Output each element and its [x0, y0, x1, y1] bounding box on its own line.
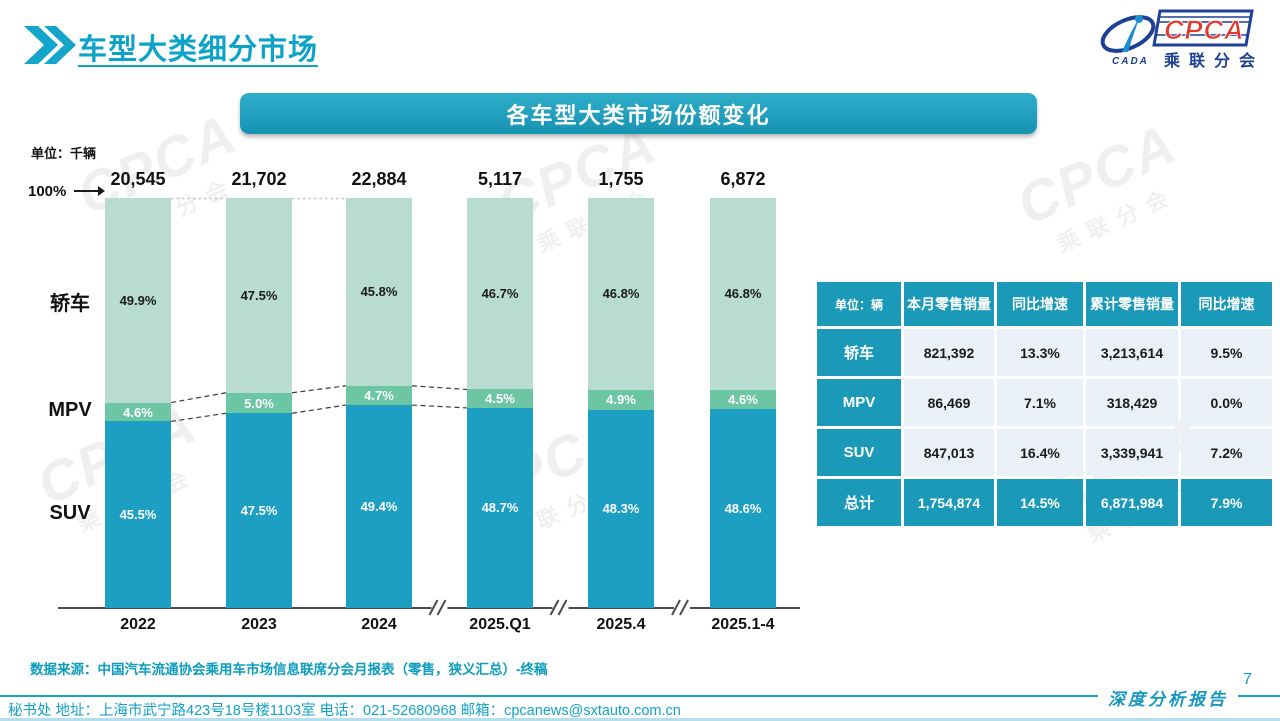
bar-segment-sedan: 45.8% [346, 198, 412, 386]
table-row-sedan-label: 轿车 [817, 329, 901, 376]
bar-segment-suv: 45.5% [105, 421, 171, 608]
table-header-cumulative-sales: 累计零售销量 [1086, 282, 1178, 326]
table-cell: 821,392 [904, 329, 994, 376]
axis-100pct-label: 100% [28, 183, 67, 200]
segment-pct-label-suv: 45.5% [119, 507, 157, 523]
table-header-unit: 单位：辆 [817, 282, 901, 326]
bar-segment-mpv: 4.6% [710, 389, 776, 409]
bar-segment-sedan: 49.9% [105, 198, 171, 403]
table-row-suv-label: SUV [817, 429, 901, 476]
segment-pct-label-mpv: 5.0% [244, 395, 274, 411]
svg-text:乘联分会: 乘联分会 [1163, 51, 1258, 70]
footer-bottom-line [0, 718, 1280, 721]
table-cell: 3,339,941 [1086, 429, 1178, 476]
secretariat-contact: 秘书处 地址：上海市武宁路423号18号楼1103室 电话：021-526809… [8, 703, 681, 719]
segment-pct-label-sedan: 49.9% [119, 292, 157, 308]
segment-pct-label-mpv: 4.7% [364, 387, 394, 403]
table-header-monthly-sales: 本月零售销量 [904, 282, 994, 326]
x-axis-category-label: 2022 [120, 616, 156, 633]
segment-pct-label-suv: 49.4% [360, 499, 398, 515]
x-axis-category-label: 2025.4 [596, 616, 646, 633]
x-axis-category-label: 2023 [241, 616, 277, 633]
table-cell: 318,429 [1086, 379, 1178, 426]
banner-title: 各车型大类市场份额变化 [506, 102, 771, 128]
bar-segment-suv: 49.4% [346, 405, 412, 608]
bar-total-label: 1,755 [598, 169, 644, 189]
segment-pct-label-suv: 48.7% [481, 500, 519, 516]
table-row-total-label: 总计 [817, 479, 901, 526]
data-source-note: 数据来源：中国汽车流通协会乘用车市场信息联席分会月报表（零售，狭义汇总）-终稿 [30, 662, 548, 677]
table-cell: 3,213,614 [1086, 329, 1178, 376]
table-cell: 86,469 [904, 379, 994, 426]
table-cell: 847,013 [904, 429, 994, 476]
segment-pct-label-mpv: 4.6% [123, 404, 153, 420]
table-header-yoy: 同比增速 [997, 282, 1083, 326]
bar-total-label: 6,872 [720, 169, 766, 189]
x-axis-category-label: 2025.1-4 [711, 616, 775, 633]
bar-total-label: 22,884 [351, 169, 407, 189]
segment-pct-label-suv: 47.5% [240, 503, 278, 519]
segment-pct-label-mpv: 4.6% [728, 391, 758, 407]
x-axis-category-label: 2024 [361, 616, 397, 633]
table-cell: 16.4% [997, 429, 1083, 476]
table-cell: 1,754,874 [904, 479, 994, 526]
segment-pct-label-sedan: 46.7% [481, 286, 519, 302]
retail-sales-table: 单位：辆 本月零售销量 同比增速 累计零售销量 同比增速 轿车 821,392 … [817, 282, 1272, 526]
series-label-mpv: MPV [48, 399, 92, 422]
bar-segment-suv: 48.3% [588, 409, 654, 608]
table-cell: 7.9% [1181, 479, 1272, 526]
table-cell: 6,871,984 [1086, 479, 1178, 526]
bar-total-label: 21,702 [231, 169, 287, 189]
bar-segment-suv: 48.6% [710, 408, 776, 608]
table-header-cumulative-yoy: 同比增速 [1181, 282, 1272, 326]
table-cell: 13.3% [997, 329, 1083, 376]
series-label-suv: SUV [49, 501, 91, 524]
table-cell: 9.5% [1181, 329, 1272, 376]
bar-segment-sedan: 46.7% [467, 198, 533, 390]
svg-text:CPCA: CPCA [1164, 15, 1245, 45]
bar-segment-mpv: 4.5% [467, 389, 533, 408]
segment-pct-label-sedan: 45.8% [360, 284, 398, 300]
segment-pct-label-sedan: 47.5% [240, 287, 278, 303]
segment-pct-label-mpv: 4.9% [606, 392, 636, 408]
segment-pct-label-suv: 48.3% [602, 501, 640, 517]
svg-text:CADA: CADA [1112, 56, 1149, 67]
section-banner: 各车型大类市场份额变化 [240, 93, 1037, 134]
table-cell: 14.5% [997, 479, 1083, 526]
bar-segment-sedan: 46.8% [588, 198, 654, 390]
x-axis-category-label: 2025.Q1 [469, 616, 531, 633]
table-cell: 0.0% [1181, 379, 1272, 426]
series-label-sedan: 轿车 [50, 293, 90, 316]
bar-segment-mpv: 4.6% [105, 402, 171, 422]
chart-unit-label: 单位：千辆 [31, 146, 97, 161]
bar-segment-suv: 48.7% [467, 407, 533, 608]
bar-total-label: 5,117 [477, 169, 523, 189]
table-row-mpv-label: MPV [817, 379, 901, 426]
bar-segment-suv: 47.5% [226, 413, 292, 608]
bar-segment-mpv: 5.0% [226, 392, 292, 414]
double-chevron-icon [24, 26, 76, 69]
footer-divider-line [0, 695, 1280, 697]
bar-segment-mpv: 4.7% [346, 385, 412, 406]
cpca-logo: CADA CPCA 乘联分会 [1098, 8, 1258, 77]
page-title: 车型大类细分市场 [78, 34, 319, 66]
bar-segment-sedan: 47.5% [226, 198, 292, 393]
page-number: 7 [1243, 671, 1252, 688]
bar-segment-sedan: 46.8% [710, 198, 776, 390]
report-type-label: 深度分析报告 [1098, 685, 1238, 710]
bar-segment-mpv: 4.9% [588, 389, 654, 410]
segment-pct-label-suv: 48.6% [724, 500, 762, 516]
table-cell: 7.2% [1181, 429, 1272, 476]
segment-pct-label-sedan: 46.8% [602, 286, 640, 302]
segment-pct-label-mpv: 4.5% [485, 391, 515, 407]
table-cell: 7.1% [997, 379, 1083, 426]
segment-pct-label-sedan: 46.8% [724, 286, 762, 302]
bar-total-label: 20,545 [110, 169, 166, 189]
